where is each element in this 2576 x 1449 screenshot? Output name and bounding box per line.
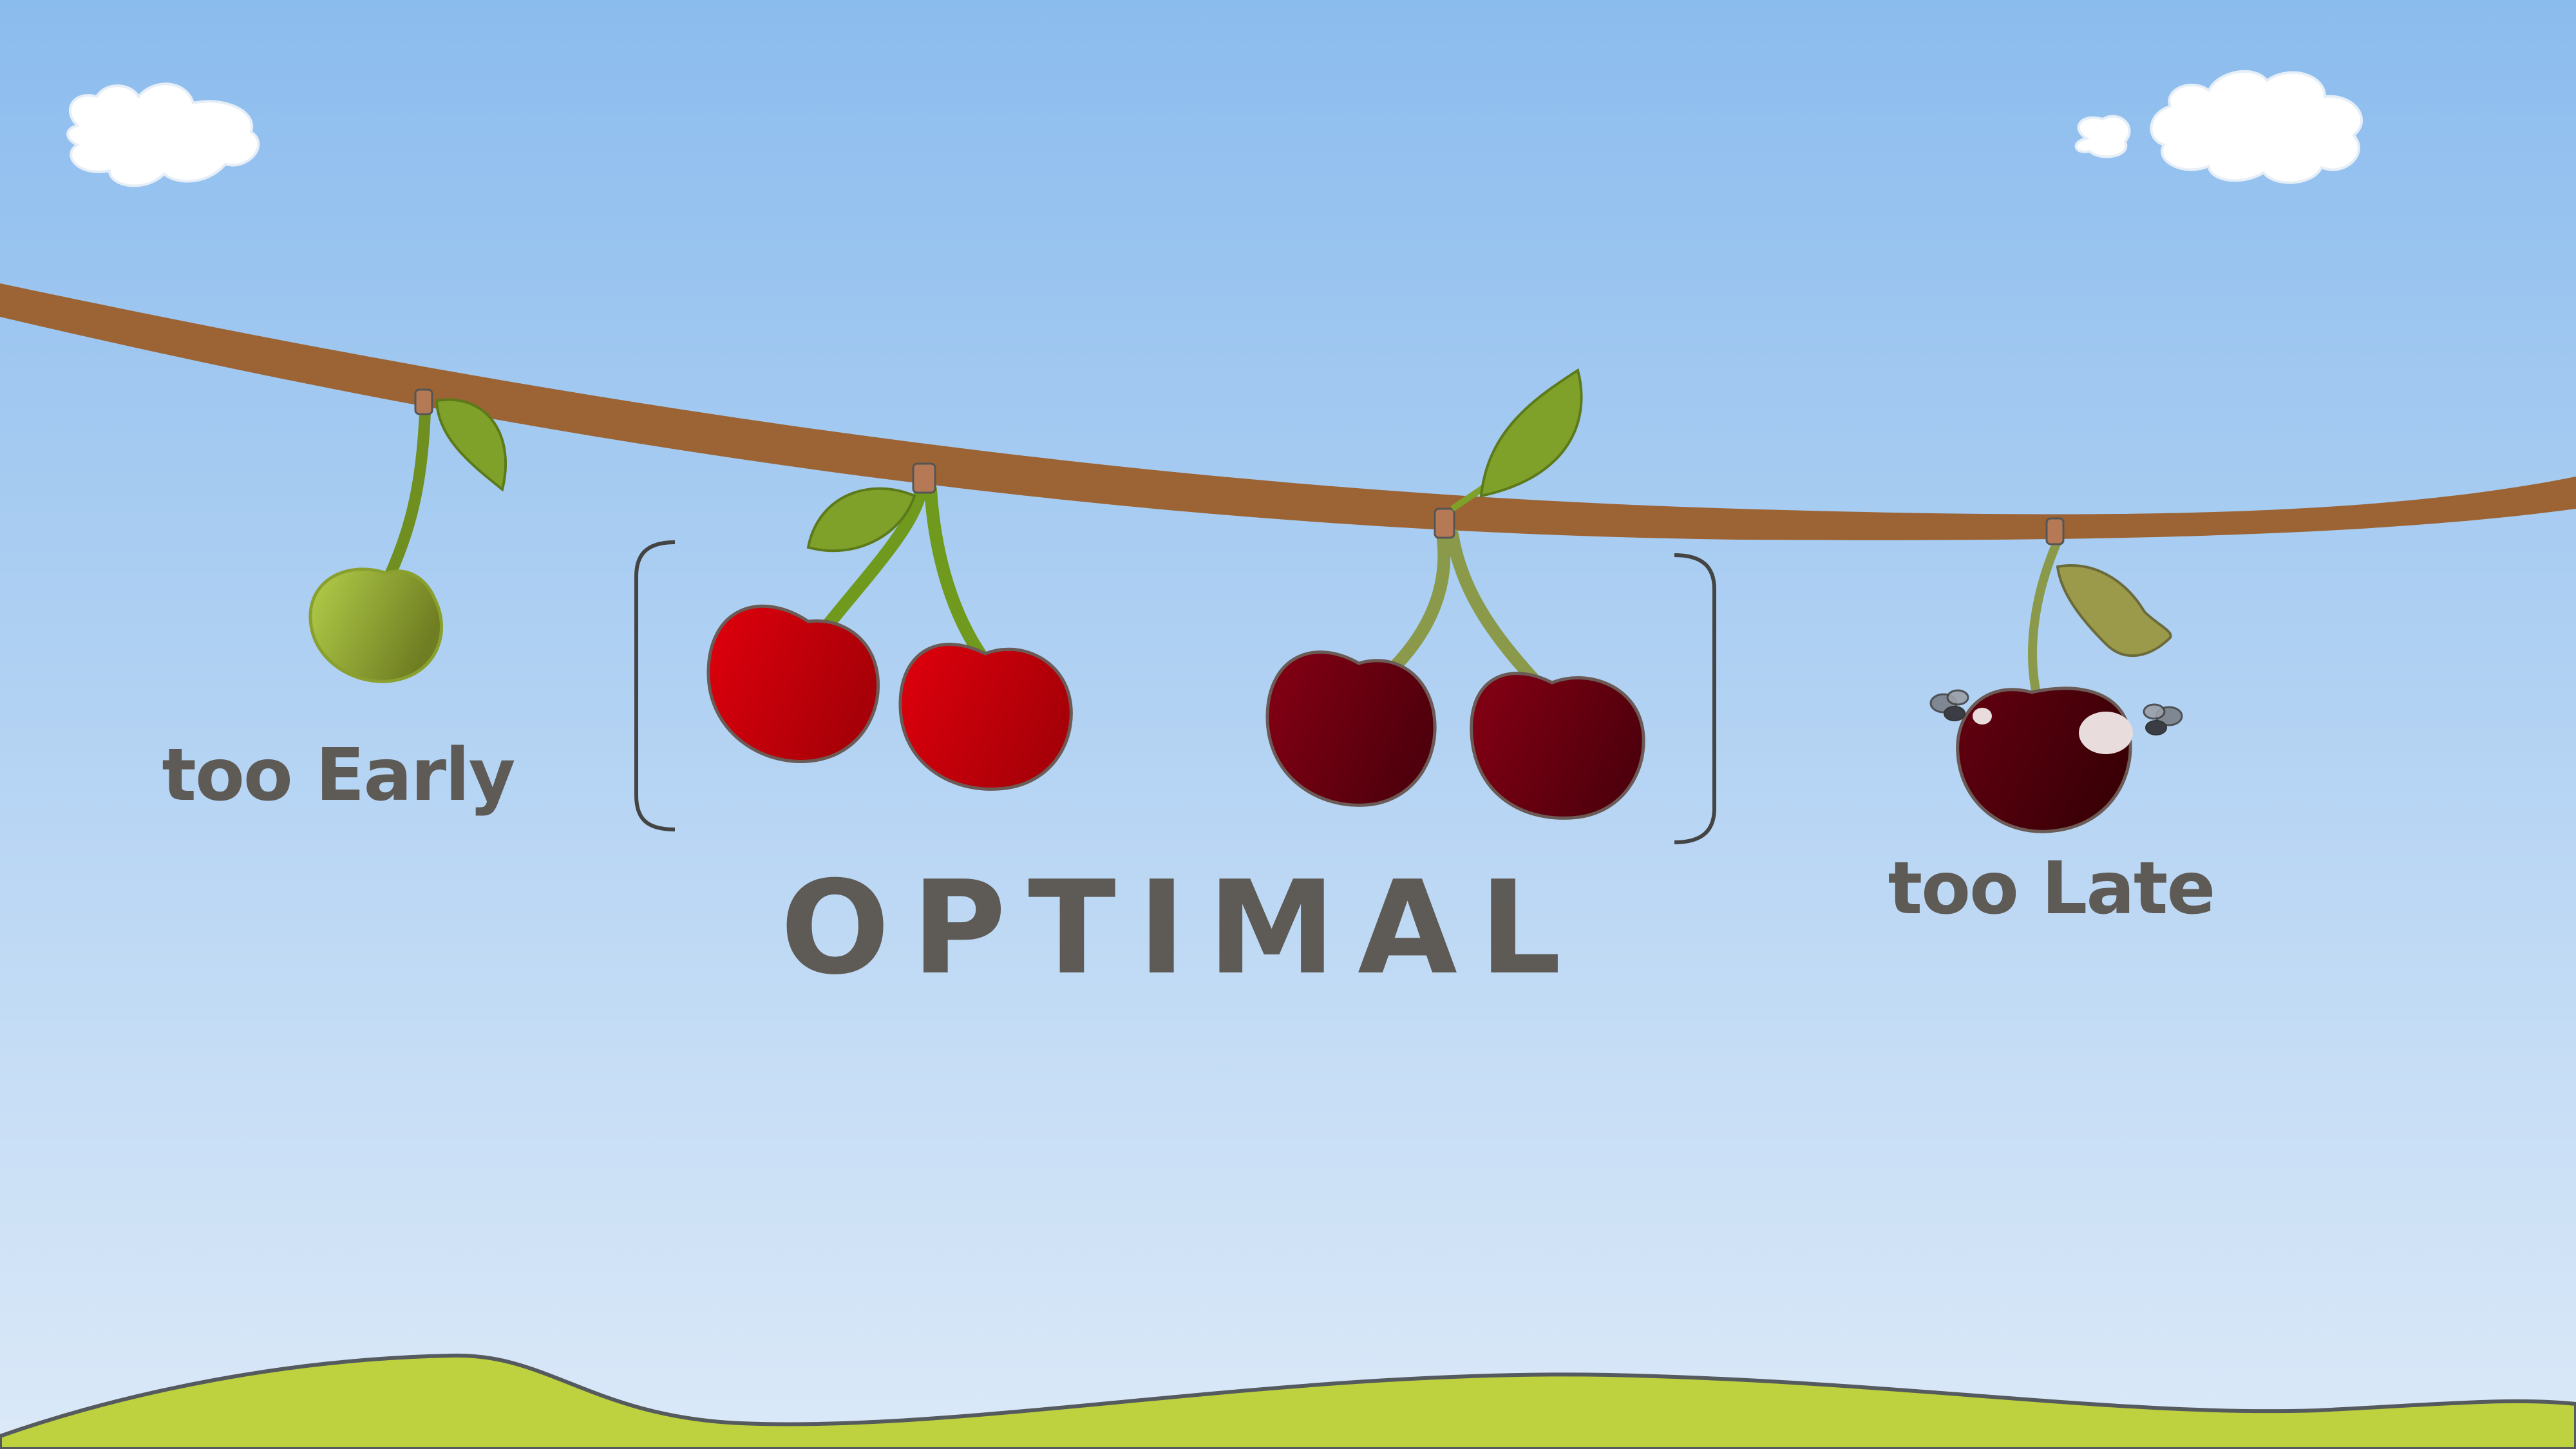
- leaf-icon: [806, 487, 916, 553]
- overripe-cherry: [1956, 517, 2172, 833]
- unripe-cherry: [308, 388, 507, 683]
- ripe-cherry-pair: [706, 462, 1073, 791]
- optimal-bracket-left: [634, 540, 676, 831]
- cloud-icon: [66, 82, 260, 187]
- label-optimal: OPTIMAL: [781, 853, 1584, 1003]
- fly-icon: [2143, 703, 2183, 735]
- optimal-bracket-right: [1674, 553, 1716, 844]
- dark-cherry-right: [1470, 672, 1645, 820]
- label-too-early: too Early: [162, 734, 514, 817]
- leaf-icon: [1479, 368, 1583, 498]
- rot-spot: [1973, 708, 1992, 724]
- ripe-cherry-left: [706, 604, 880, 763]
- fly-icon: [1929, 689, 1969, 721]
- cloud-icon: [2074, 70, 2363, 184]
- leaf-icon: [435, 398, 507, 492]
- dark-cherry-left: [1265, 650, 1437, 807]
- wilted-leaf-icon: [2056, 564, 2172, 658]
- grass-hill: [0, 1353, 2576, 1449]
- ripe-cherry-right: [898, 643, 1073, 791]
- rot-spot: [2079, 712, 2133, 754]
- label-too-late: too Late: [1888, 847, 2215, 931]
- dark-cherry-pair: [1265, 368, 1645, 820]
- cherry-branch: [0, 283, 2576, 540]
